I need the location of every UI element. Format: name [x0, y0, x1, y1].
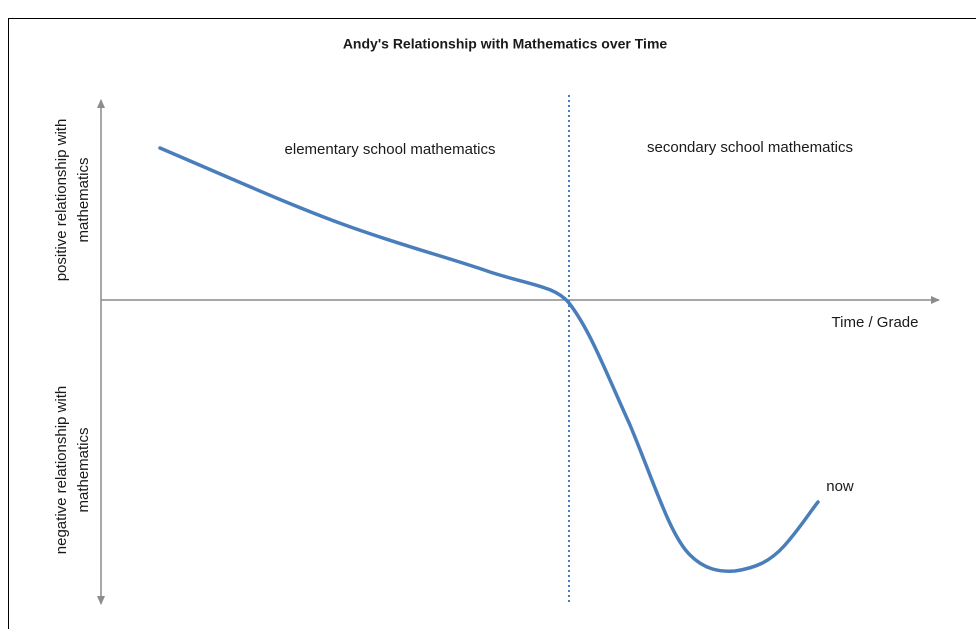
- y-label-line: negative relationship with: [53, 386, 70, 554]
- annotation: now: [826, 478, 854, 495]
- y-label-positive: positive relationship with mathematics: [53, 119, 92, 282]
- frame: [8, 18, 976, 629]
- region-label: secondary school mathematics: [647, 139, 853, 156]
- y-label-negative: negative relationship with mathematics: [53, 386, 92, 554]
- y-label-line: mathematics: [75, 427, 92, 512]
- title: Andy's Relationship with Mathematics ove…: [343, 36, 668, 52]
- region-label: elementary school mathematics: [285, 141, 496, 158]
- y-label-line: mathematics: [75, 157, 92, 242]
- x-axis-label: Time / Grade: [832, 314, 919, 331]
- relationship-curve: [158, 146, 820, 573]
- y-label-line: positive relationship with: [53, 119, 70, 282]
